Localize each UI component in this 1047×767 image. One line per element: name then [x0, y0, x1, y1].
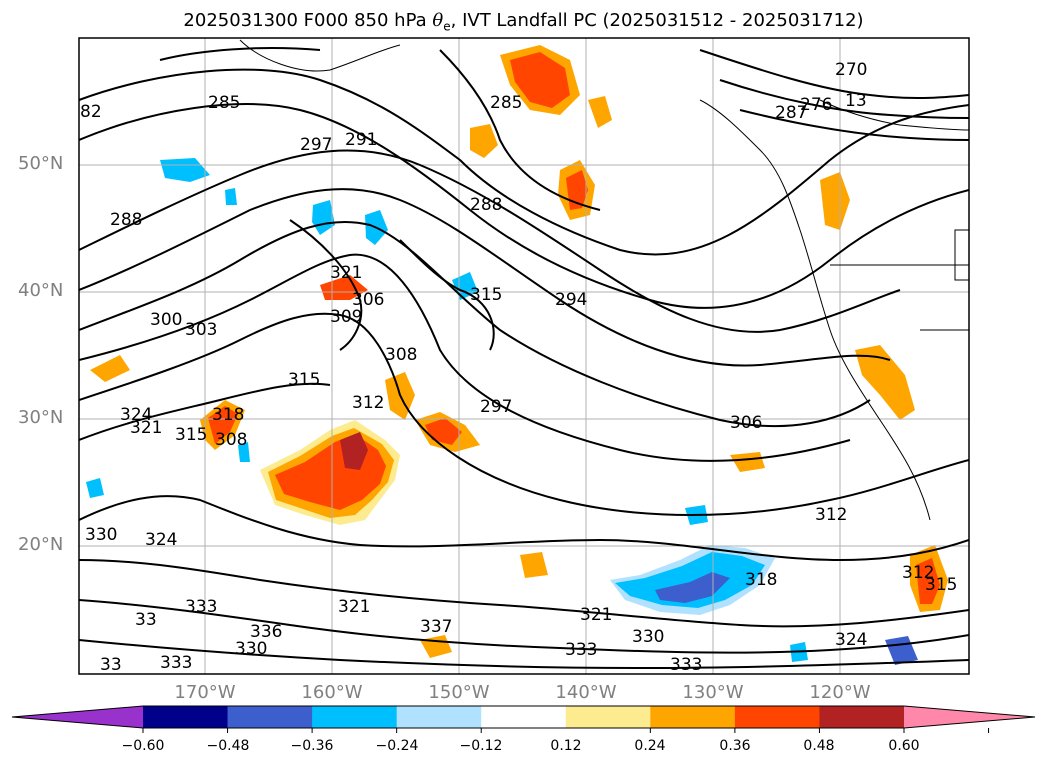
- contour-label: 13: [845, 91, 867, 111]
- lat-label-20N: 20°N: [18, 534, 64, 555]
- colorbar-tick-label: 0.24: [634, 738, 666, 754]
- contour-label: 308: [215, 430, 247, 450]
- lon-label-130W: 130°W: [682, 682, 744, 703]
- colorbar-tick-label: 0.48: [803, 738, 835, 754]
- contour-label: 33: [135, 610, 157, 630]
- contour-label: 333: [160, 653, 192, 673]
- colorbar: [11, 705, 1036, 733]
- contour-label: 287: [775, 103, 807, 123]
- contour-label: 315: [288, 370, 320, 390]
- contour-label: 333: [670, 655, 702, 675]
- contour-label: 288: [470, 195, 502, 215]
- contour-labels: 82 285 291 297 288 285 288 270 276 13 28…: [80, 60, 957, 675]
- contour-label: 315: [925, 575, 957, 595]
- contour-label: 315: [175, 425, 207, 445]
- contour-label: 276: [800, 95, 832, 115]
- contour-label: 315: [470, 285, 502, 305]
- contour-label: 318: [212, 405, 244, 425]
- lon-label-160W: 160°W: [301, 682, 363, 703]
- contour-label: 321: [338, 597, 370, 617]
- positive-shading: [90, 45, 948, 658]
- colorbar-segment: [565, 706, 651, 728]
- colorbar-segment: [650, 706, 736, 728]
- colorbar-extend-max: [904, 706, 1035, 728]
- contour-label: 330: [85, 525, 117, 545]
- colorbar-tick-label: −0.24: [375, 738, 419, 754]
- colorbar-tick-label: −0.48: [206, 738, 250, 754]
- contour-label: 309: [330, 307, 362, 327]
- lon-label-140W: 140°W: [555, 682, 617, 703]
- contour-label: 312: [902, 563, 934, 583]
- contour-label: 300: [150, 310, 182, 330]
- contour-label: 333: [185, 597, 217, 617]
- contour-label: 321: [580, 605, 612, 625]
- contour-label: 291: [345, 130, 377, 150]
- contour-label: 294: [555, 290, 587, 310]
- contour-label: 318: [745, 570, 777, 590]
- lat-label-50N: 50°N: [18, 153, 64, 174]
- contour-label: 285: [490, 93, 522, 113]
- contour-label: 297: [300, 135, 332, 155]
- contour-label: 82: [80, 102, 102, 122]
- contour-label: 285: [208, 93, 240, 113]
- colorbar-segment: [481, 706, 567, 728]
- contour-label: 337: [420, 617, 452, 637]
- colorbar-segment: [312, 706, 398, 728]
- contour-label: 321: [130, 418, 162, 438]
- lat-label-40N: 40°N: [18, 280, 64, 301]
- contour-label: 270: [835, 60, 867, 80]
- contour-label: 312: [815, 505, 847, 525]
- lon-label-150W: 150°W: [428, 682, 490, 703]
- colorbar-segment: [819, 706, 905, 728]
- lon-label-170W: 170°W: [174, 682, 236, 703]
- contour-label: 297: [480, 397, 512, 417]
- theta-e-contours: [79, 47, 969, 670]
- contour-label: 33: [100, 655, 122, 675]
- contour-label: 324: [120, 405, 152, 425]
- contour-label: 303: [185, 320, 217, 340]
- colorbar-tick-label: 0.12: [550, 738, 582, 754]
- lon-label-120W: 120°W: [809, 682, 871, 703]
- contour-label: 324: [145, 530, 177, 550]
- colorbar-tick-label: −0.60: [121, 738, 165, 754]
- colorbar-tick-label: −0.36: [290, 738, 334, 754]
- colorbar-segment: [143, 706, 229, 728]
- map-title: 2025031300 F000 850 hPa θe, IVT Landfall…: [183, 10, 864, 34]
- contour-label: 333: [565, 640, 597, 660]
- contour-label: 306: [352, 290, 384, 310]
- colorbar-tick-label: 0.60: [888, 738, 920, 754]
- colorbar-segment: [227, 706, 313, 728]
- coastline: [239, 39, 969, 521]
- contour-label: 336: [250, 622, 282, 642]
- colorbar-segment: [734, 706, 820, 728]
- contour-label: 324: [835, 630, 867, 650]
- contour-label: 330: [235, 639, 267, 659]
- contour-label: 288: [110, 210, 142, 230]
- contour-label: 312: [352, 393, 384, 413]
- map-frame: [78, 37, 970, 675]
- contour-label: 306: [730, 413, 762, 433]
- colorbar-tick-label: 0.36: [719, 738, 751, 754]
- lat-label-30N: 30°N: [18, 407, 64, 428]
- contour-label: 330: [632, 627, 664, 647]
- contour-label: 321: [330, 263, 362, 283]
- colorbar-tick-label: −0.12: [459, 738, 503, 754]
- colorbar-segment: [396, 706, 482, 728]
- contour-label: 308: [385, 345, 417, 365]
- colorbar-extend-min: [12, 706, 143, 728]
